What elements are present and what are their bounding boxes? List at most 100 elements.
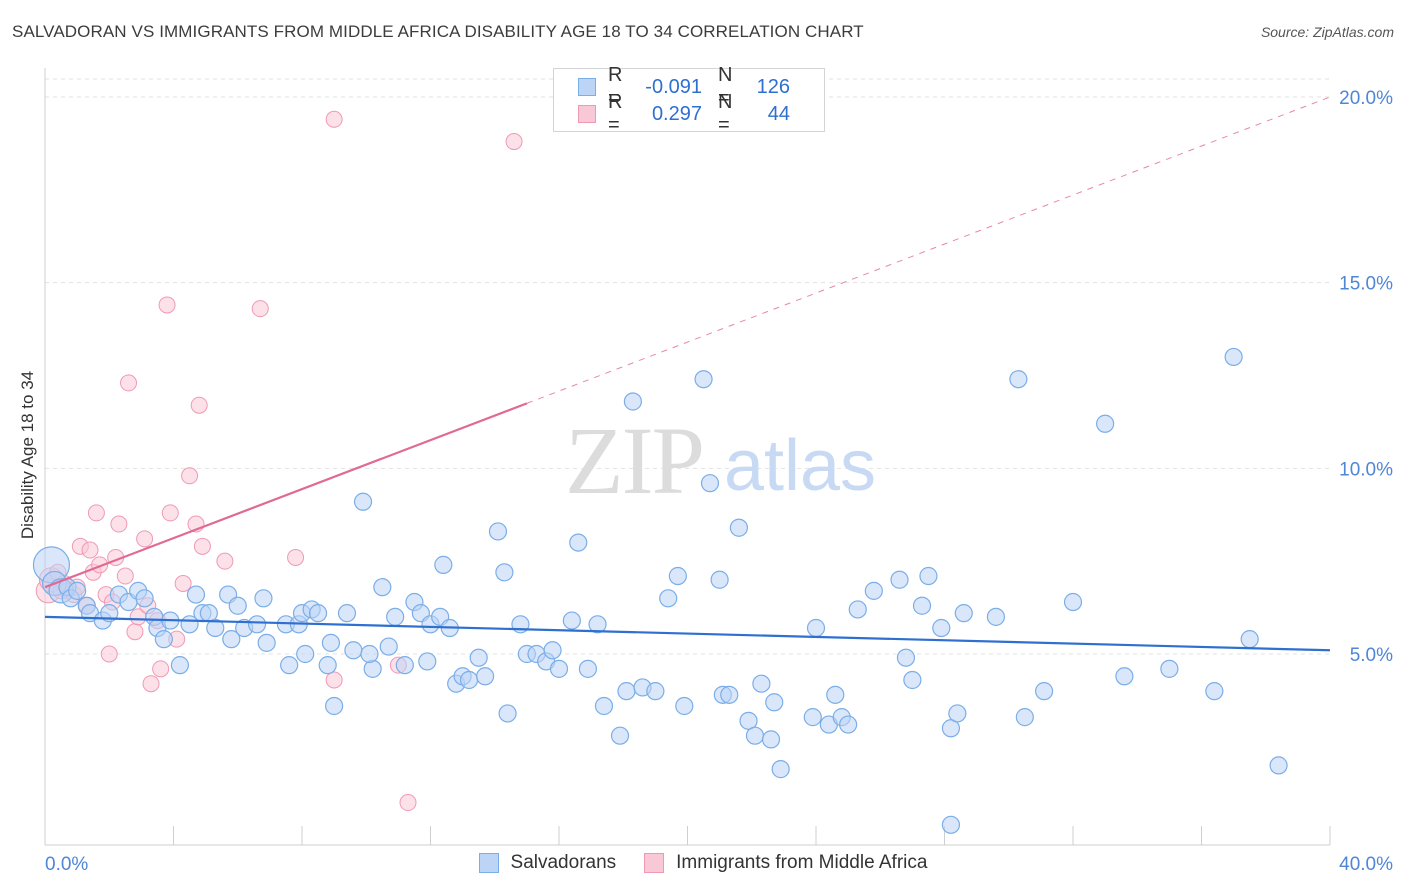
data-point-middle-africa bbox=[158, 296, 176, 314]
data-point-salvadorans bbox=[578, 659, 598, 678]
data-point-salvadorans bbox=[1224, 347, 1243, 367]
legend-label: Immigrants from Middle Africa bbox=[676, 852, 928, 873]
data-point-middle-africa bbox=[181, 467, 199, 485]
data-point-salvadorans bbox=[318, 656, 337, 675]
data-point-salvadorans bbox=[418, 652, 437, 671]
data-point-salvadorans bbox=[206, 618, 225, 638]
data-point-middle-africa bbox=[136, 530, 154, 548]
data-point-salvadorans bbox=[720, 685, 739, 704]
data-point-middle-africa bbox=[174, 574, 192, 592]
correlation-legend: R = -0.091 N = 126 R = 0.297 N = 44 bbox=[553, 64, 825, 136]
legend-item-middle-africa[interactable]: Immigrants from Middle Africa bbox=[644, 852, 927, 874]
data-point-salvadorans bbox=[1034, 682, 1054, 701]
data-point-salvadorans bbox=[459, 670, 479, 690]
gridlines bbox=[45, 78, 1330, 655]
data-point-salvadorans bbox=[353, 492, 373, 511]
data-point-salvadorans bbox=[1063, 592, 1083, 612]
legend-row-salvadorans: R = -0.091 N = 126 bbox=[578, 64, 790, 109]
data-point-middle-africa bbox=[81, 541, 99, 559]
trendlines bbox=[44, 96, 1331, 652]
data-point-salvadorans bbox=[919, 566, 938, 586]
data-point-salvadorans bbox=[986, 607, 1006, 626]
data-point-salvadorans bbox=[903, 670, 922, 690]
data-point-salvadorans bbox=[498, 704, 517, 723]
data-point-salvadorans bbox=[752, 674, 771, 693]
legend-item-salvadorans[interactable]: Salvadorans bbox=[478, 852, 616, 874]
data-point-middle-africa bbox=[87, 504, 105, 522]
x-tick-label: 0.0% bbox=[45, 854, 88, 875]
data-point-salvadorans bbox=[1015, 708, 1034, 727]
data-point-salvadorans bbox=[890, 570, 909, 589]
y-tick-label: 5.0% bbox=[1350, 645, 1393, 666]
data-point-salvadorans bbox=[379, 637, 398, 656]
data-point-salvadorans bbox=[1205, 682, 1224, 701]
trendline-salvadorans bbox=[44, 615, 1331, 652]
data-point-salvadorans bbox=[594, 696, 614, 716]
data-point-salvadorans bbox=[254, 589, 273, 608]
data-point-salvadorans bbox=[765, 693, 784, 712]
data-point-salvadorans bbox=[745, 726, 765, 745]
legend-r-label: R = bbox=[608, 91, 623, 136]
legend-swatch-blue bbox=[478, 853, 499, 873]
data-point-salvadorans bbox=[1115, 667, 1134, 686]
data-point-salvadorans bbox=[308, 604, 328, 623]
data-point-salvadorans bbox=[1160, 659, 1179, 678]
data-point-middle-africa bbox=[325, 110, 343, 128]
legend-r-value: -0.091 bbox=[645, 75, 702, 98]
data-point-salvadorans bbox=[222, 630, 241, 649]
data-point-salvadorans bbox=[668, 566, 687, 586]
data-point-salvadorans bbox=[344, 641, 363, 660]
data-point-salvadorans bbox=[257, 633, 276, 652]
data-point-middle-africa bbox=[193, 537, 211, 555]
data-point-salvadorans bbox=[912, 596, 932, 615]
data-point-salvadorans bbox=[806, 618, 826, 638]
data-point-middle-africa bbox=[120, 374, 138, 392]
data-point-salvadorans bbox=[710, 570, 729, 589]
data-point-middle-africa bbox=[216, 552, 234, 570]
data-point-salvadorans bbox=[761, 730, 781, 749]
data-point-salvadorans bbox=[247, 615, 267, 634]
data-point-salvadorans bbox=[434, 555, 453, 574]
data-point-salvadorans bbox=[569, 533, 588, 552]
watermark-zip: ZIP bbox=[565, 407, 703, 514]
trendline-middle-africa bbox=[44, 402, 528, 589]
source-label: Source: ZipAtlas.com bbox=[1260, 24, 1394, 40]
data-point-salvadorans bbox=[543, 641, 562, 660]
data-point-salvadorans bbox=[700, 474, 720, 493]
data-point-middle-africa bbox=[287, 548, 305, 566]
data-point-salvadorans bbox=[170, 656, 190, 675]
trendline-middle-africa-extension bbox=[526, 96, 1331, 404]
data-point-salvadorans bbox=[395, 656, 414, 675]
data-point-salvadorans bbox=[826, 685, 845, 704]
data-point-salvadorans bbox=[363, 659, 382, 678]
data-point-salvadorans bbox=[337, 604, 357, 623]
data-point-salvadorans bbox=[495, 563, 514, 582]
data-point-middle-africa bbox=[325, 671, 343, 689]
data-point-middle-africa bbox=[399, 794, 417, 812]
data-point-salvadorans bbox=[729, 518, 749, 537]
blue-series-points bbox=[32, 347, 1288, 834]
data-point-salvadorans bbox=[296, 644, 315, 664]
data-point-salvadorans bbox=[941, 815, 961, 834]
data-point-salvadorans bbox=[1096, 414, 1115, 433]
data-point-middle-africa bbox=[110, 515, 128, 533]
legend-n-label: N = bbox=[718, 64, 733, 109]
x-tick-label: 40.0% bbox=[1339, 854, 1393, 875]
legend-n-value: 126 bbox=[756, 75, 790, 98]
data-point-middle-africa bbox=[126, 623, 144, 641]
y-tick-label: 15.0% bbox=[1339, 274, 1393, 295]
data-point-salvadorans bbox=[803, 708, 822, 727]
data-point-middle-africa bbox=[190, 396, 208, 414]
data-point-salvadorans bbox=[848, 600, 867, 619]
data-point-salvadorans bbox=[623, 392, 642, 411]
legend-swatch-pink bbox=[644, 853, 665, 873]
data-point-salvadorans bbox=[588, 615, 607, 634]
data-point-salvadorans bbox=[694, 370, 713, 389]
data-point-salvadorans bbox=[1009, 370, 1028, 389]
data-point-salvadorans bbox=[360, 644, 379, 664]
data-point-salvadorans bbox=[617, 682, 636, 701]
legend-r-label: R = bbox=[608, 64, 623, 109]
data-point-middle-africa bbox=[142, 675, 160, 693]
data-point-salvadorans bbox=[469, 648, 488, 667]
